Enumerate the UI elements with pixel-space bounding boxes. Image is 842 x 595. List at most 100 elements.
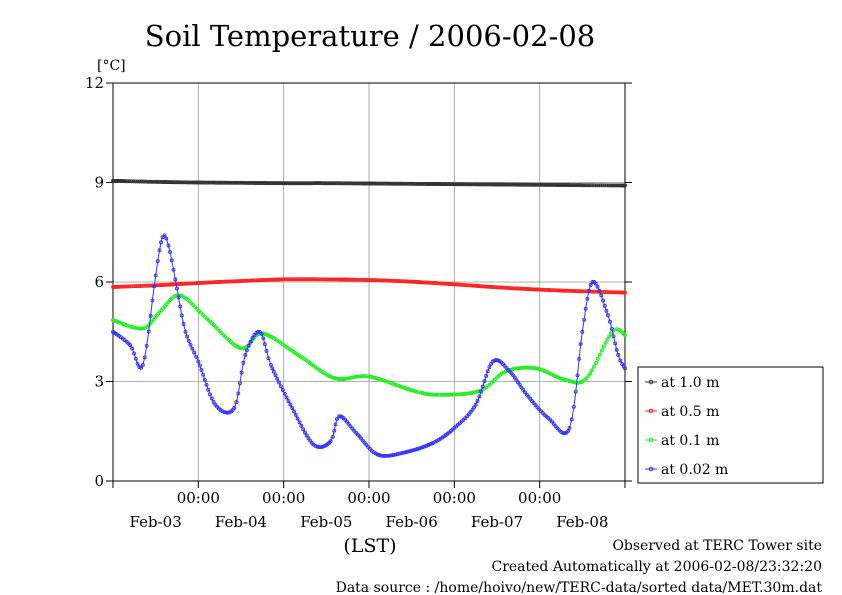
data-point [599,293,604,298]
data-point [523,286,528,291]
data-point [521,286,526,291]
data-point [434,281,439,286]
data-point [600,183,605,188]
data-point [507,286,512,291]
data-point [519,385,524,390]
data-point [262,181,267,185]
data-point [212,280,217,285]
data-point [166,282,171,287]
y-tick-label: 12 [85,74,104,92]
data-point [146,283,151,288]
data-point [604,183,609,188]
data-point [185,180,190,185]
data-point [374,181,379,186]
data-point [502,182,507,187]
data-point [283,181,288,186]
data-point [516,182,521,187]
data-point [453,392,458,397]
data-point [326,181,331,186]
data-point [381,378,386,383]
data-point [335,181,339,186]
data-point [375,376,380,381]
data-point [373,451,378,456]
data-point [487,365,492,370]
data-point [548,417,552,422]
data-point [277,380,281,385]
data-point [551,421,556,426]
data-point [528,182,533,187]
data-point [408,449,412,454]
data-point [220,409,225,414]
data-point [592,289,596,294]
data-point [283,277,288,282]
data-point [123,323,128,327]
data-point [192,180,197,185]
data-point [479,389,484,394]
data-point [370,181,375,186]
data-point [181,322,186,326]
data-point [555,183,560,187]
data-point [282,391,287,396]
data-point [513,366,518,371]
data-point [196,281,201,285]
data-point [375,278,380,283]
data-point [338,277,343,282]
data-point [350,375,354,380]
data-point [215,326,220,331]
data-point [435,392,440,397]
data-point [415,447,420,451]
data-point [468,182,473,187]
data-point [367,278,371,282]
data-point [130,346,135,351]
data-point [150,179,154,184]
data-point [173,180,178,185]
data-point [610,183,615,188]
data-point [480,384,485,389]
data-point [198,310,203,315]
data-point [448,282,453,287]
data-point [471,283,476,288]
data-point [569,417,574,422]
data-point [263,277,268,282]
data-point [310,181,315,186]
data-point [516,286,521,291]
data-point [515,366,520,371]
data-point [265,277,270,282]
data-point [301,181,306,186]
data-point [379,181,384,186]
data-point [242,278,247,283]
data-point [139,365,144,370]
data-point [448,182,453,187]
data-point [389,381,393,385]
y-tick-label: 0 [94,472,104,490]
data-point [384,278,389,283]
data-point [386,278,391,283]
data-point [623,183,627,188]
data-point [608,319,612,324]
data-point [306,277,311,282]
data-point [582,317,587,322]
data-point [546,370,551,375]
data-point [539,287,544,292]
data-point [381,181,386,186]
data-point [517,382,522,387]
data-point [567,378,572,383]
data-point [234,400,239,405]
data-point [281,181,286,186]
data-point [336,277,341,282]
data-point [605,313,610,318]
data-point [224,410,229,415]
data-point [379,377,384,382]
data-point [477,394,482,399]
data-point [551,288,556,293]
data-point [512,367,516,371]
data-point [319,181,323,186]
data-point [527,287,531,292]
data-point [422,280,427,285]
data-point [332,376,337,381]
data-point [404,386,409,391]
data-point [131,179,136,184]
data-point [219,180,224,185]
data-point [194,281,199,286]
data-point [189,180,194,185]
